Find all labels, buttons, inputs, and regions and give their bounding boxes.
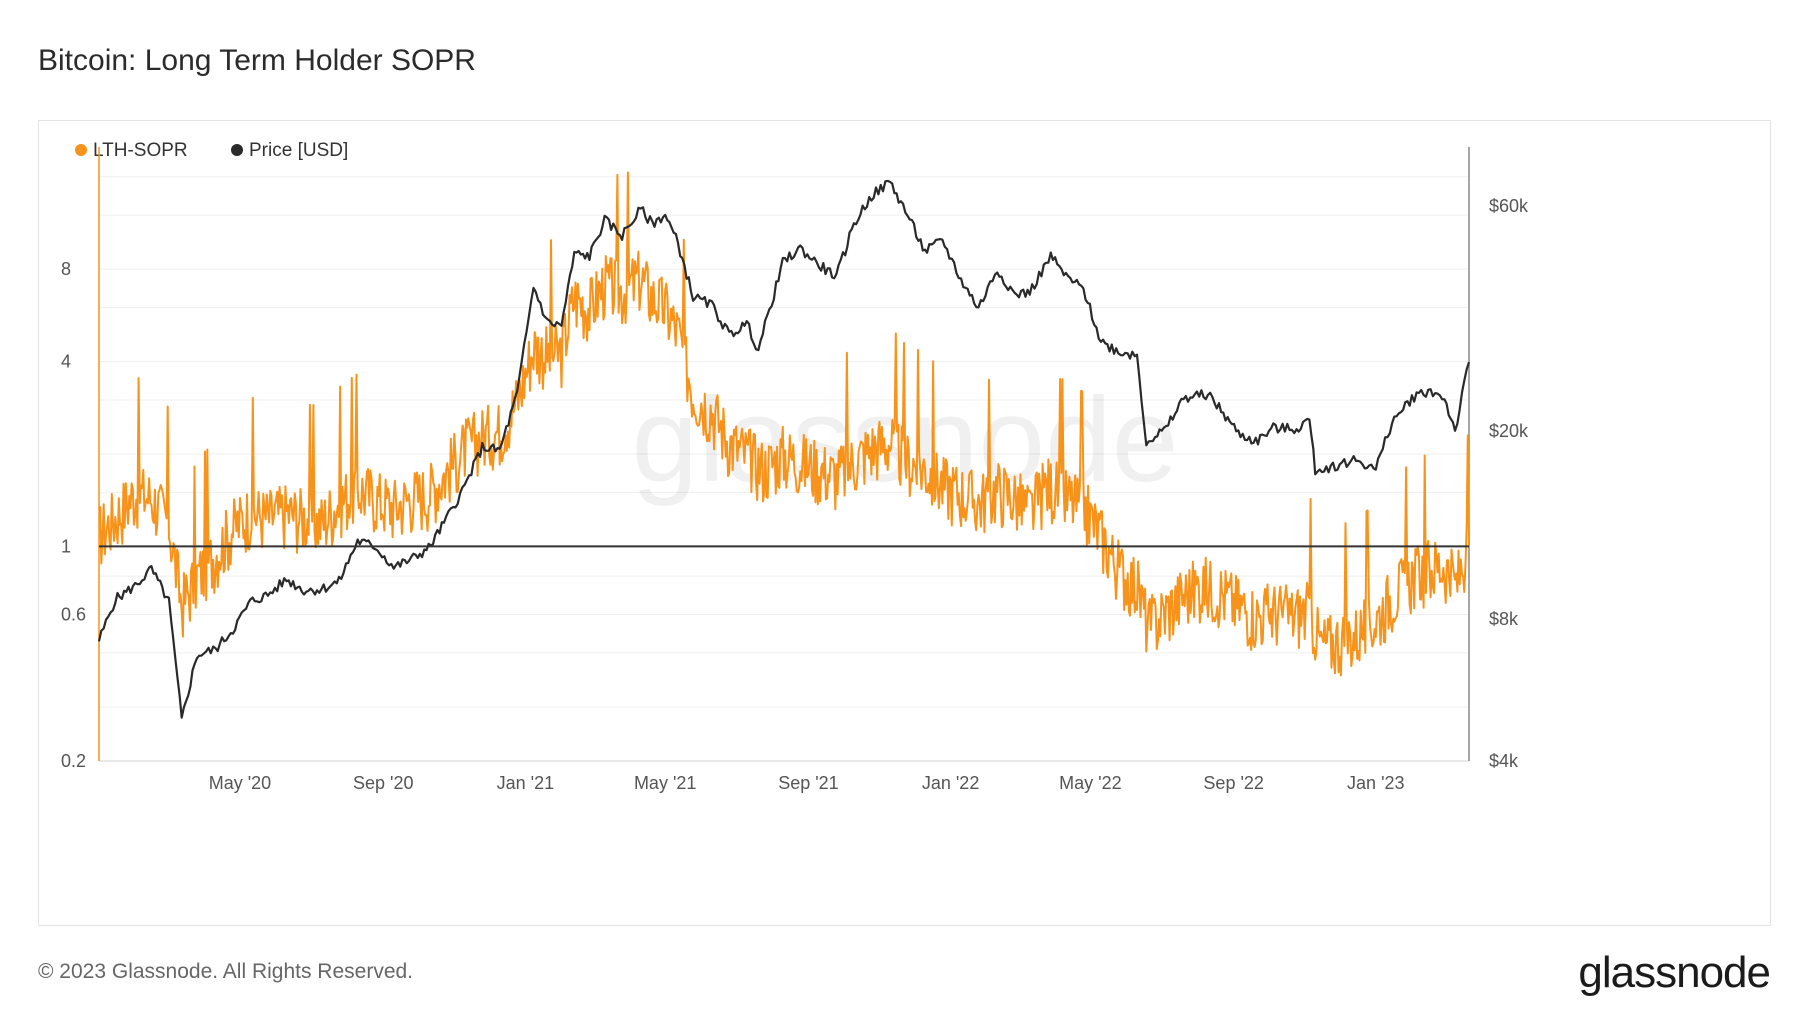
x-tick-label: Sep '21 <box>778 773 839 793</box>
x-tick-label: Jan '21 <box>497 773 554 793</box>
y-left-tick-label: 4 <box>61 352 71 372</box>
glassnode-logo: glassnode <box>1578 948 1771 997</box>
x-tick-label: Sep '22 <box>1203 773 1264 793</box>
legend-label: Price [USD] <box>249 140 348 161</box>
x-tick-label: Sep '20 <box>353 773 414 793</box>
x-tick-label: Jan '22 <box>922 773 979 793</box>
x-tick-label: Jan '23 <box>1347 773 1404 793</box>
y-right-tick-label: $60k <box>1489 196 1529 216</box>
y-left-tick-label: 1 <box>61 536 71 556</box>
y-left-tick-label: 0.6 <box>61 605 86 625</box>
tick-labels: 0.2 0.6 1 4 8 $4k $8k $20k $60k May '20 Sep '20 Jan… <box>61 196 1529 793</box>
x-tick-label: May '21 <box>634 773 696 793</box>
y-right-tick-label: $20k <box>1489 421 1529 441</box>
y-left-tick-label: 8 <box>61 259 71 279</box>
y-left-tick-label: 0.2 <box>61 751 86 771</box>
y-right-tick-label: $4k <box>1489 751 1519 771</box>
copyright-notice: © 2023 Glassnode. All Rights Reserved. <box>38 960 414 983</box>
legend-label: LTH-SOPR <box>93 140 188 161</box>
y-right-tick-label: $8k <box>1489 609 1519 629</box>
chart-title: Bitcoin: Long Term Holder SOPR <box>38 44 476 77</box>
lth-sopr-chart: glassnode LTH-SOPR Price [USD] 0.20.6148$… <box>61 140 1529 793</box>
x-tick-label: May '20 <box>209 773 271 793</box>
chart-legend: LTH-SOPR Price [USD] <box>75 140 348 161</box>
lth-sopr-series-line <box>98 171 1470 677</box>
legend-swatch <box>75 144 87 156</box>
price-series-line <box>97 179 1471 719</box>
series-layer <box>97 171 1471 719</box>
chart-frame: glassnode LTH-SOPR Price [USD] 0.2 0.6 1 4 8 $… <box>38 120 1771 926</box>
legend-swatch <box>231 144 243 156</box>
x-tick-label: May '22 <box>1059 773 1121 793</box>
